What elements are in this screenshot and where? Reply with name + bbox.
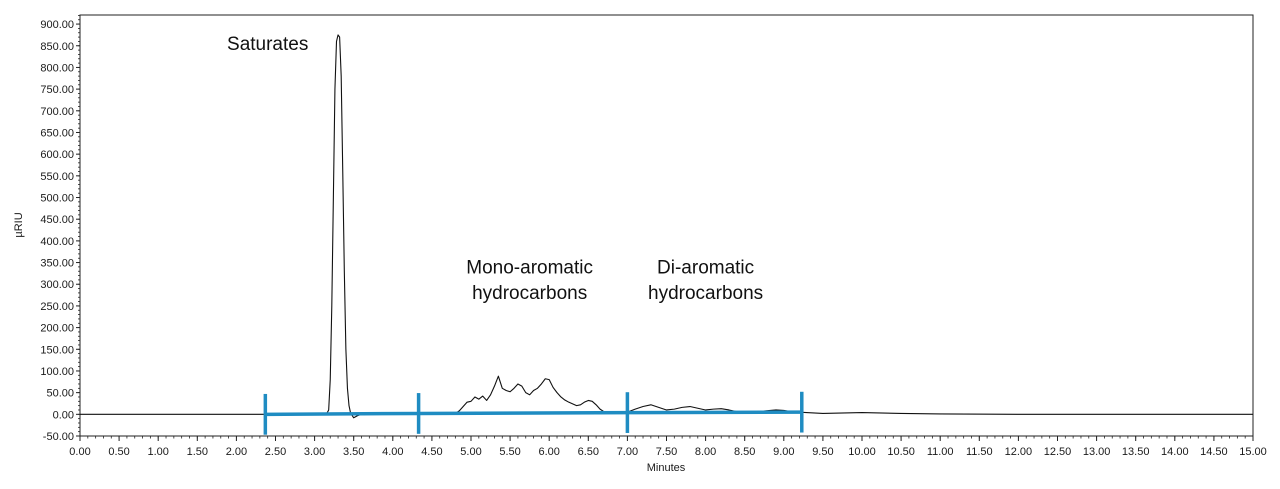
y-tick-label: 400.00 <box>40 236 74 248</box>
annotation-label: Saturates <box>227 34 308 55</box>
plot-frame <box>79 14 1254 437</box>
x-tick-label: 7.50 <box>656 446 677 458</box>
x-tick-label: 5.00 <box>460 446 481 458</box>
x-tick-label: 1.50 <box>187 446 208 458</box>
y-tick-label: 0.00 <box>53 409 74 421</box>
fraction-baseline <box>265 411 419 417</box>
y-tick-label: 750.00 <box>40 84 74 96</box>
annotation-label: hydrocarbons <box>648 283 763 304</box>
y-axis-title: µRIU <box>13 212 25 237</box>
y-tick-label: 150.00 <box>40 344 74 356</box>
y-tick-label: 100.00 <box>40 366 74 378</box>
x-tick-label: 6.00 <box>538 446 559 458</box>
y-tick-label: 450.00 <box>40 214 74 226</box>
x-tick-label: 14.50 <box>1200 446 1228 458</box>
x-tick-label: 4.00 <box>382 446 403 458</box>
x-tick-label: 13.50 <box>1122 446 1150 458</box>
y-tick-label: 800.00 <box>40 62 74 74</box>
x-tick-label: 14.00 <box>1161 446 1189 458</box>
x-tick-label: 9.50 <box>812 446 833 458</box>
y-tick-label: 650.00 <box>40 127 74 139</box>
y-tick-label: 350.00 <box>40 258 74 270</box>
x-tick-label: 7.00 <box>617 446 638 458</box>
y-tick-label: 250.00 <box>40 301 74 313</box>
x-tick-label: 13.00 <box>1083 446 1111 458</box>
peak-annotations: Saturates Mono-aromatic hydrocarbons Di-aro… <box>227 34 763 304</box>
fraction-markers <box>263 391 804 435</box>
y-tick-label: 850.00 <box>40 41 74 53</box>
x-axis: 0.00 0.50 1.00 1.50 2.00 2.50 3.00 3.50 4.00 4.50… <box>69 436 1267 458</box>
x-tick-label: 8.00 <box>695 446 716 458</box>
x-tick-label: 0.00 <box>69 446 90 458</box>
x-tick-label: 8.50 <box>734 446 755 458</box>
y-tick-label: 700.00 <box>40 106 74 118</box>
detector-trace-line <box>80 34 1253 419</box>
fraction-baseline <box>418 410 628 416</box>
x-tick-label: 15.00 <box>1239 446 1267 458</box>
x-tick-label: 2.50 <box>265 446 286 458</box>
y-tick-label: 200.00 <box>40 323 74 335</box>
x-tick-label: 12.00 <box>1005 446 1033 458</box>
x-tick-label: 3.50 <box>343 446 364 458</box>
x-tick-label: 1.00 <box>147 446 168 458</box>
y-tick-label: 550.00 <box>40 171 74 183</box>
x-tick-label: 12.50 <box>1044 446 1072 458</box>
x-tick-label: 10.00 <box>848 446 876 458</box>
y-axis: -50.00 0.00 50.00 100.00 150.00 200.00 250.00 3… <box>40 15 80 443</box>
y-tick-label: -50.00 <box>43 431 74 443</box>
x-tick-label: 4.50 <box>421 446 442 458</box>
y-tick-label: 500.00 <box>40 193 74 205</box>
x-tick-label: 9.00 <box>773 446 794 458</box>
x-tick-label: 6.50 <box>578 446 599 458</box>
x-tick-label: 2.00 <box>226 446 247 458</box>
x-tick-label: 3.00 <box>304 446 325 458</box>
y-tick-label: 50.00 <box>46 388 74 400</box>
x-axis-title: Minutes <box>647 462 686 474</box>
x-tick-label: 11.00 <box>927 446 954 458</box>
y-tick-label: 300.00 <box>40 279 74 291</box>
annotation-label: Di-aromatic <box>657 257 754 278</box>
x-tick-label: 10.50 <box>887 446 915 458</box>
y-tick-label: 600.00 <box>40 149 74 161</box>
y-tick-label: 900.00 <box>40 19 74 31</box>
annotation-label: hydrocarbons <box>472 283 587 304</box>
annotation-label: Mono-aromatic <box>466 257 593 278</box>
x-tick-label: 11.50 <box>966 446 993 458</box>
x-tick-label: 0.50 <box>108 446 129 458</box>
x-tick-label: 5.50 <box>499 446 520 458</box>
